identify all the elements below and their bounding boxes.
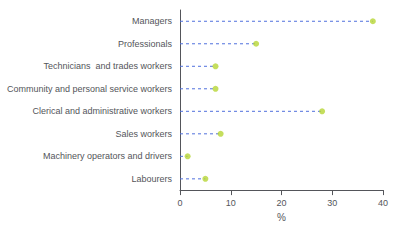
- svg-text:0: 0: [177, 198, 182, 208]
- svg-text:10: 10: [226, 198, 236, 208]
- svg-text:Labourers: Labourers: [131, 174, 172, 184]
- svg-text:Managers: Managers: [132, 16, 173, 26]
- svg-text:20: 20: [276, 198, 286, 208]
- svg-text:Professionals: Professionals: [118, 39, 173, 49]
- svg-text:Technicians and trades worker: Technicians and trades workers: [43, 61, 172, 71]
- svg-text:Machinery operators and driver: Machinery operators and drivers: [43, 151, 173, 161]
- svg-text:30: 30: [327, 198, 337, 208]
- svg-text:Clerical and administrative wo: Clerical and administrative workers: [32, 106, 172, 116]
- svg-text:40: 40: [378, 198, 388, 208]
- svg-text:Sales workers: Sales workers: [115, 129, 172, 139]
- svg-text:Community and personal service: Community and personal service workers: [7, 84, 173, 94]
- svg-text:%: %: [277, 212, 286, 223]
